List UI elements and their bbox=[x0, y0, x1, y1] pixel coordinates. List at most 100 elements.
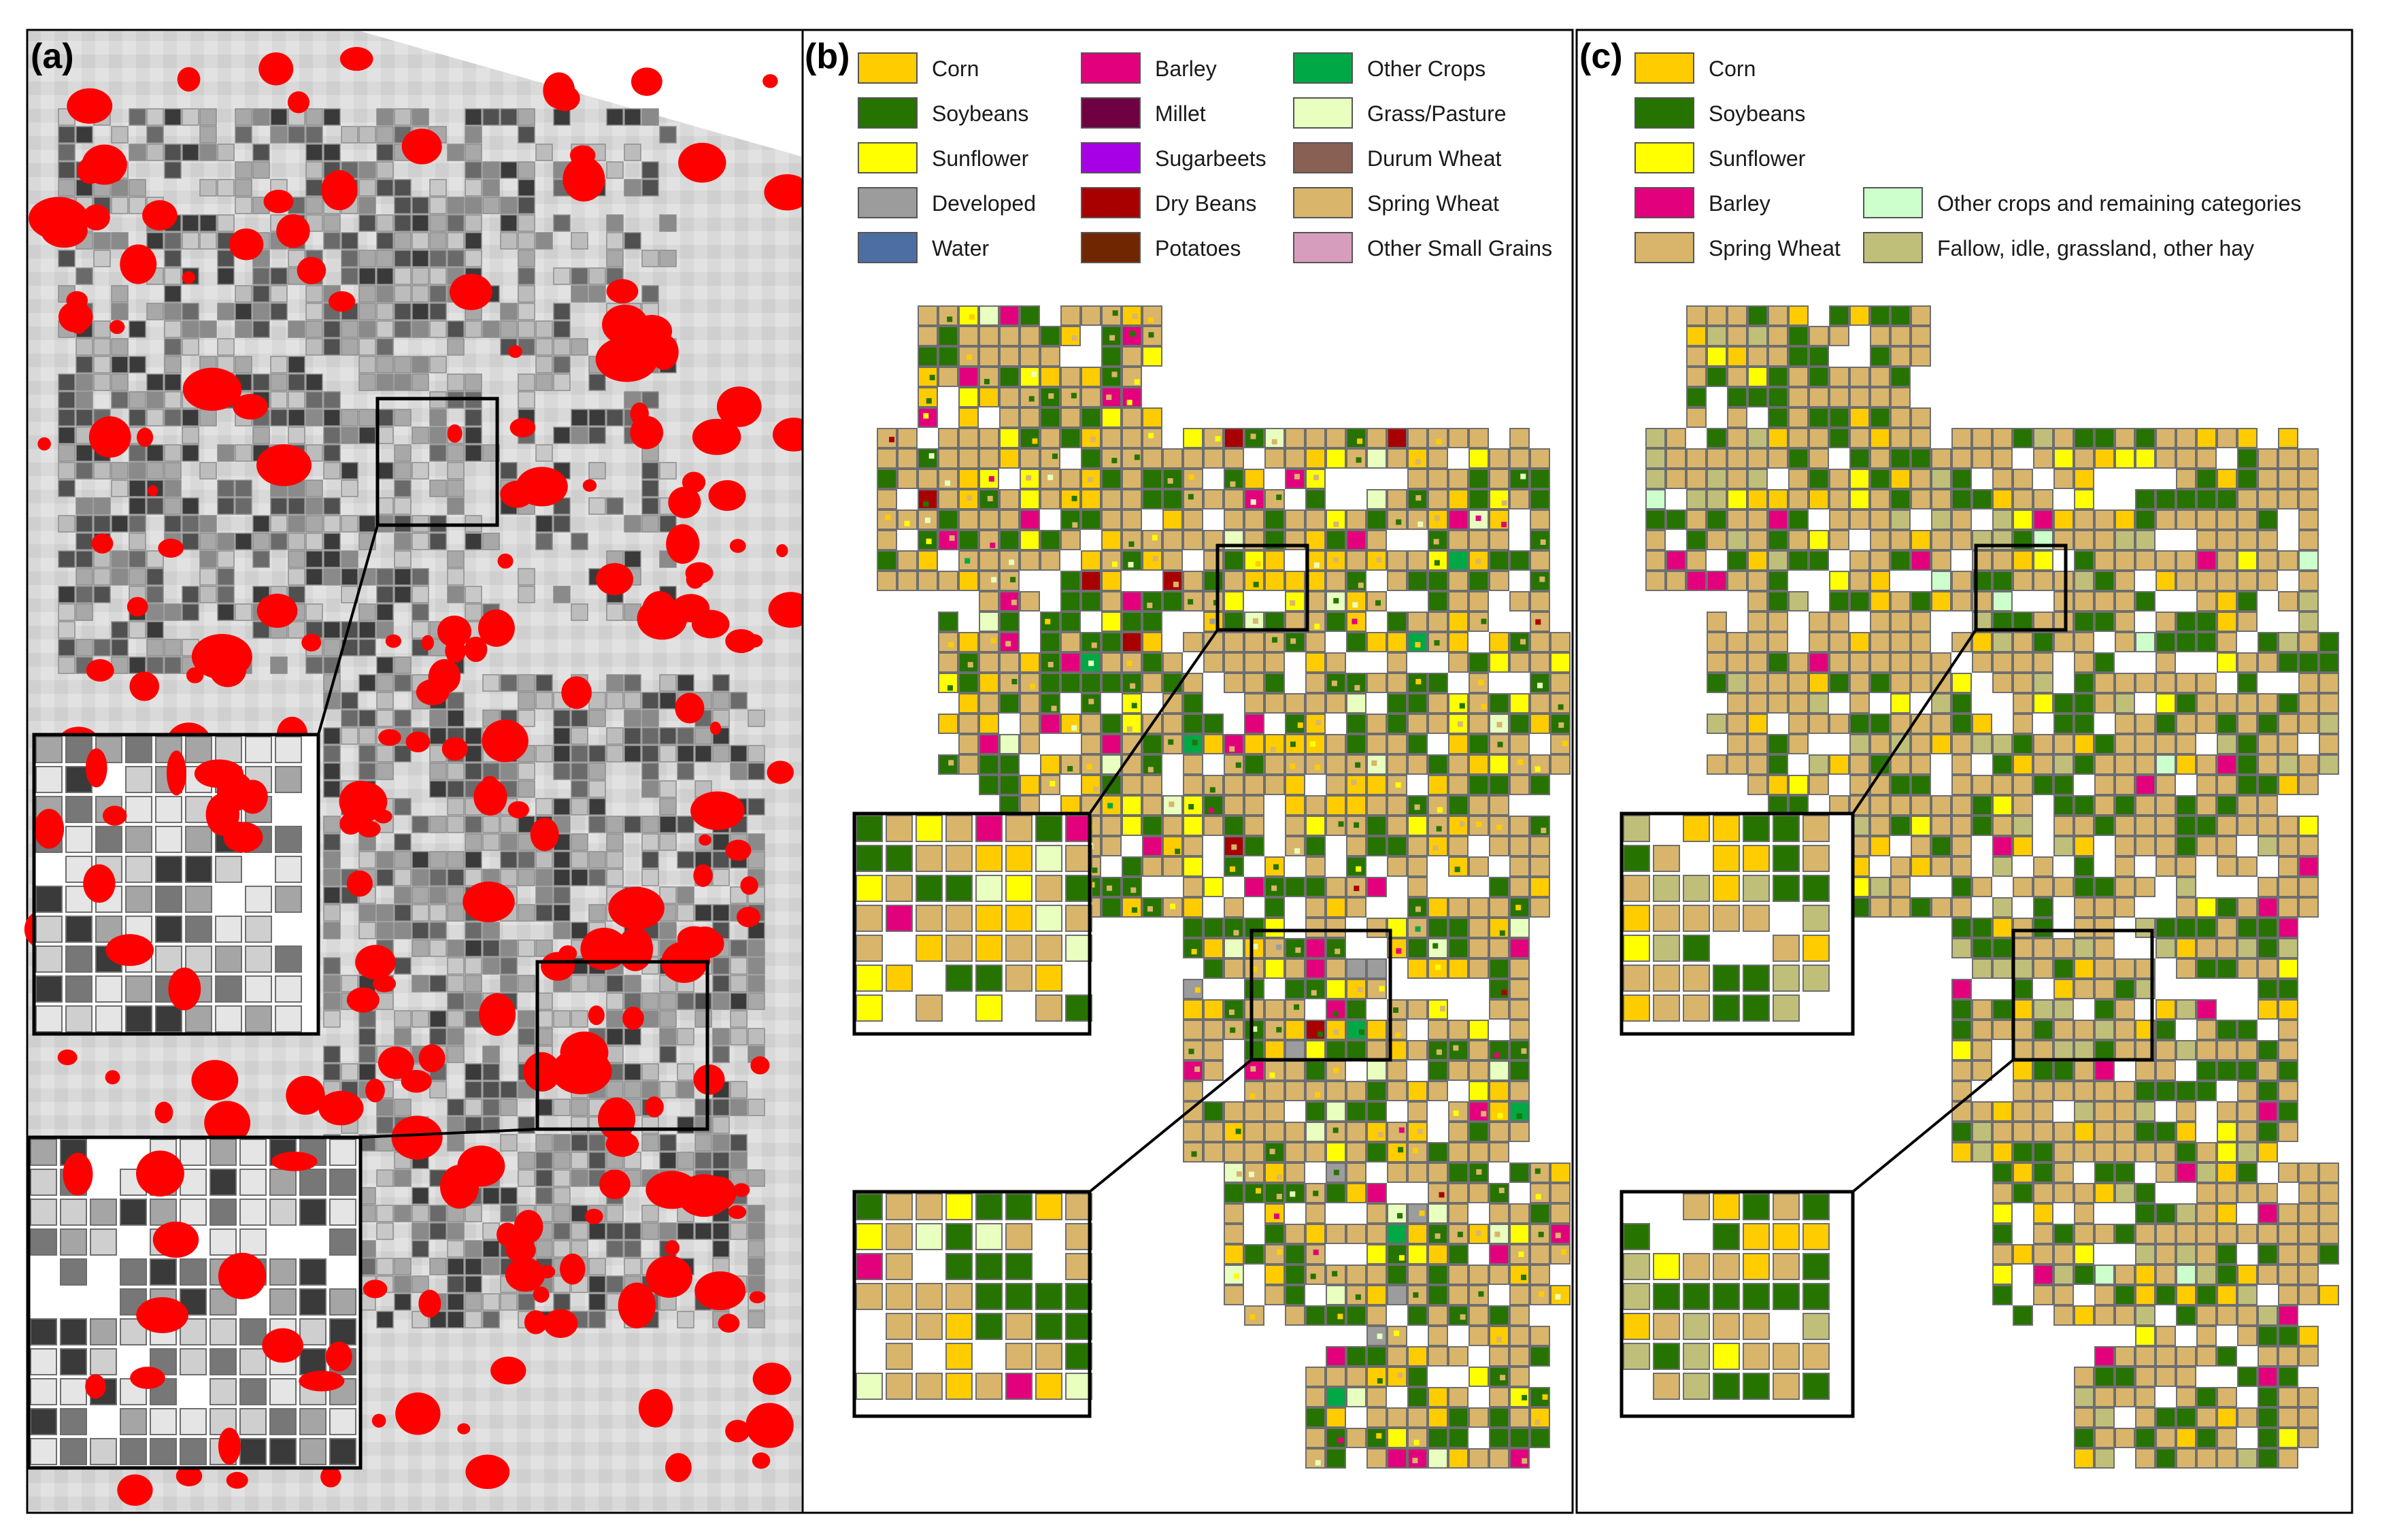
field-parcel bbox=[1747, 509, 1768, 530]
field-parcel bbox=[999, 509, 1020, 530]
satellite-field bbox=[588, 1258, 606, 1275]
inset-field bbox=[945, 1283, 973, 1310]
field-parcel bbox=[1407, 1265, 1428, 1285]
field-parcel bbox=[958, 530, 979, 550]
field-parcel bbox=[1285, 877, 1305, 897]
field-parcel bbox=[1122, 612, 1142, 632]
field-parcel bbox=[2155, 509, 2176, 530]
field-parcel bbox=[2298, 714, 2319, 734]
satellite-field bbox=[323, 550, 341, 568]
satellite-field bbox=[553, 1152, 571, 1169]
field-parcel bbox=[2258, 1346, 2278, 1367]
field-parcel bbox=[1530, 509, 1550, 530]
satellite-field bbox=[447, 144, 465, 161]
field-parcel bbox=[2258, 1305, 2278, 1326]
field-parcel bbox=[1081, 407, 1101, 428]
inset-field bbox=[35, 945, 63, 973]
field-parcel bbox=[2053, 1020, 2074, 1040]
field-parcel bbox=[1707, 571, 1727, 591]
satellite-field bbox=[111, 480, 129, 497]
field-parcel bbox=[1768, 775, 1788, 795]
field-parcel bbox=[1509, 1162, 1530, 1183]
inset-field bbox=[916, 905, 943, 932]
panel-a-connector-1 bbox=[317, 524, 379, 735]
inset-field bbox=[856, 815, 883, 842]
field-parcel bbox=[2258, 1203, 2278, 1224]
field-parcel bbox=[2237, 530, 2258, 550]
satellite-field bbox=[58, 550, 76, 568]
inset-field bbox=[65, 916, 93, 943]
inset-field bbox=[1005, 1373, 1033, 1400]
field-parcel bbox=[1788, 714, 1809, 734]
satellite-field bbox=[429, 444, 447, 462]
field-parcel bbox=[1387, 1142, 1407, 1162]
pixel-speckle bbox=[1270, 746, 1276, 752]
inset-field bbox=[209, 1348, 237, 1375]
field-parcel bbox=[2074, 1183, 2094, 1203]
inset-field bbox=[975, 1373, 1003, 1400]
field-parcel bbox=[1530, 1346, 1550, 1367]
satellite-field bbox=[93, 550, 111, 568]
pixel-speckle bbox=[964, 558, 971, 564]
satellite-field bbox=[376, 692, 394, 709]
legend-b-label-other-small-grains: Other Small Grains bbox=[1367, 236, 1552, 261]
inset-field bbox=[856, 965, 883, 992]
cloud-mask bbox=[728, 1205, 747, 1219]
satellite-field bbox=[606, 1045, 624, 1063]
satellite-field bbox=[394, 1293, 412, 1311]
field-parcel bbox=[1305, 1265, 1326, 1285]
field-parcel bbox=[1870, 326, 1890, 346]
field-parcel bbox=[1972, 877, 1992, 897]
pixel-speckle bbox=[1412, 1173, 1418, 1179]
field-parcel bbox=[1550, 1224, 1571, 1244]
satellite-field bbox=[323, 409, 341, 426]
satellite-field bbox=[323, 886, 341, 904]
cloud-mask bbox=[745, 1403, 794, 1448]
satellite-field bbox=[394, 1205, 412, 1222]
cloud-mask bbox=[678, 142, 726, 183]
pixel-speckle bbox=[1501, 765, 1507, 771]
field-parcel bbox=[1346, 999, 1366, 1020]
satellite-field bbox=[553, 338, 571, 356]
inset-field bbox=[155, 826, 182, 853]
field-parcel bbox=[1366, 428, 1387, 448]
satellite-field bbox=[323, 320, 341, 338]
inset-field bbox=[1802, 1343, 1830, 1370]
field-parcel bbox=[1224, 958, 1244, 979]
field-parcel bbox=[2115, 591, 2135, 612]
pixel-speckle bbox=[1376, 1433, 1382, 1439]
satellite-field bbox=[447, 497, 465, 515]
field-parcel bbox=[1285, 1162, 1305, 1183]
cloud-mask bbox=[287, 91, 310, 114]
field-parcel bbox=[2319, 1162, 2339, 1183]
legend-b-swatch-dry-beans bbox=[1081, 187, 1141, 218]
field-parcel bbox=[2237, 1040, 2258, 1060]
satellite-field bbox=[730, 745, 748, 763]
cloud-mask bbox=[401, 1069, 432, 1093]
field-parcel bbox=[1366, 530, 1387, 550]
field-parcel bbox=[1326, 571, 1346, 591]
field-parcel bbox=[1162, 714, 1183, 734]
field-parcel bbox=[1489, 979, 1509, 999]
field-parcel bbox=[2115, 428, 2135, 448]
field-parcel bbox=[1428, 1285, 1448, 1305]
field-parcel bbox=[1727, 428, 1747, 448]
satellite-field bbox=[482, 957, 500, 975]
pixel-speckle bbox=[1193, 1111, 1199, 1118]
cloud-mask bbox=[82, 204, 110, 231]
field-parcel bbox=[1407, 612, 1428, 632]
field-parcel bbox=[2298, 1387, 2319, 1407]
pixel-speckle bbox=[1435, 1392, 1441, 1398]
pixel-speckle bbox=[1414, 804, 1420, 810]
field-parcel bbox=[1992, 591, 2013, 612]
field-parcel bbox=[2033, 1142, 2053, 1162]
field-parcel bbox=[2278, 1448, 2298, 1469]
pixel-speckle bbox=[1434, 515, 1440, 521]
field-parcel bbox=[1264, 1101, 1285, 1122]
pixel-speckle bbox=[1351, 780, 1357, 786]
satellite-field bbox=[447, 1099, 465, 1116]
field-parcel bbox=[2115, 1346, 2135, 1367]
cloud-mask bbox=[465, 637, 488, 663]
cloud-mask bbox=[120, 244, 157, 284]
satellite-field bbox=[305, 550, 323, 568]
